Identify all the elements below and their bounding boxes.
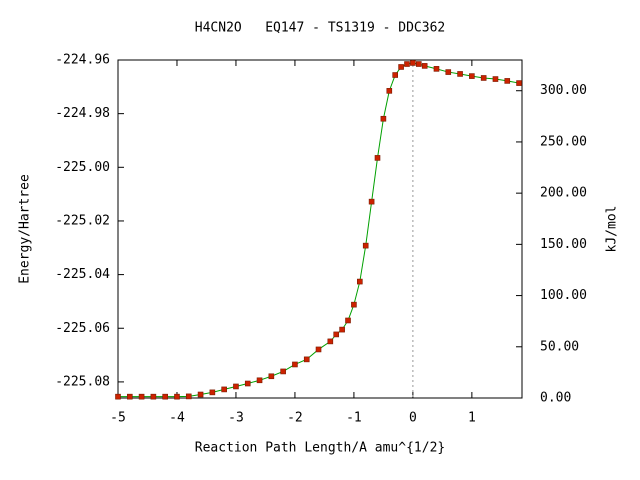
- plot-frame: [117, 59, 523, 399]
- y-tick-label: -224.96: [55, 53, 110, 68]
- point: [150, 393, 157, 400]
- x-tick-label: 0: [409, 411, 417, 426]
- y2-tick-label: 300.00: [540, 83, 587, 98]
- y-tick-label: -225.02: [55, 213, 110, 228]
- point: [480, 75, 487, 81]
- point: [115, 393, 121, 400]
- point: [174, 393, 180, 400]
- point: [404, 61, 410, 67]
- x-tick-label: -1: [346, 411, 362, 426]
- y-axis-label: Energy/Hartree: [18, 174, 33, 284]
- y-tick-label: -225.08: [55, 374, 110, 389]
- point: [357, 278, 363, 285]
- point: [415, 61, 422, 67]
- point: [374, 155, 381, 161]
- point: [162, 393, 168, 400]
- x-tick-label: -2: [287, 411, 303, 426]
- x-tick-label: 1: [468, 411, 476, 426]
- point: [256, 377, 263, 384]
- y-tick-label: -225.06: [55, 321, 110, 336]
- point: [244, 380, 251, 387]
- point: [233, 383, 239, 390]
- point: [280, 368, 286, 375]
- point: [327, 338, 334, 345]
- y2-tick-label: 200.00: [540, 186, 587, 201]
- point: [315, 346, 322, 353]
- y-tick-label: -224.98: [55, 106, 110, 121]
- point: [392, 72, 398, 78]
- point: [185, 393, 192, 400]
- point: [386, 88, 393, 94]
- point: [504, 78, 511, 84]
- y2-tick-label: 50.00: [540, 339, 579, 354]
- x-axis-label: Reaction Path Length/A amu^{1/2}: [195, 441, 445, 456]
- point: [380, 115, 387, 122]
- x-tick-label: -3: [228, 411, 244, 426]
- x-tick-label: -5: [110, 411, 126, 426]
- point: [433, 66, 440, 72]
- point: [410, 60, 416, 66]
- point: [303, 356, 310, 363]
- y2-tick-label: 250.00: [540, 134, 587, 149]
- line: [118, 62, 520, 398]
- point: [221, 386, 227, 393]
- point: [268, 373, 275, 380]
- y2-tick-label: 0.00: [540, 391, 571, 406]
- y2-tick-label: 100.00: [540, 288, 587, 303]
- point: [368, 198, 375, 205]
- point: [292, 361, 298, 368]
- y2-tick-label: 150.00: [540, 237, 587, 252]
- x-tick-label: -4: [169, 411, 185, 426]
- point: [492, 76, 499, 82]
- point: [351, 301, 357, 308]
- point: [421, 63, 428, 69]
- y-tick-label: -225.00: [55, 160, 110, 175]
- point: [362, 242, 369, 249]
- point: [339, 326, 345, 333]
- point: [457, 71, 463, 77]
- point: [445, 69, 452, 75]
- y-tick-label: -225.04: [55, 267, 110, 282]
- point: [209, 389, 216, 396]
- point: [469, 73, 475, 79]
- point: [516, 80, 522, 86]
- chart-title: H4CN2O EQ147 - TS1319 - DDC362: [195, 21, 445, 36]
- point: [398, 64, 404, 70]
- y2-axis-label: kJ/mol: [605, 206, 620, 253]
- point: [345, 317, 351, 324]
- point: [138, 393, 145, 400]
- point: [333, 331, 340, 338]
- point: [197, 391, 204, 398]
- point: [126, 393, 133, 400]
